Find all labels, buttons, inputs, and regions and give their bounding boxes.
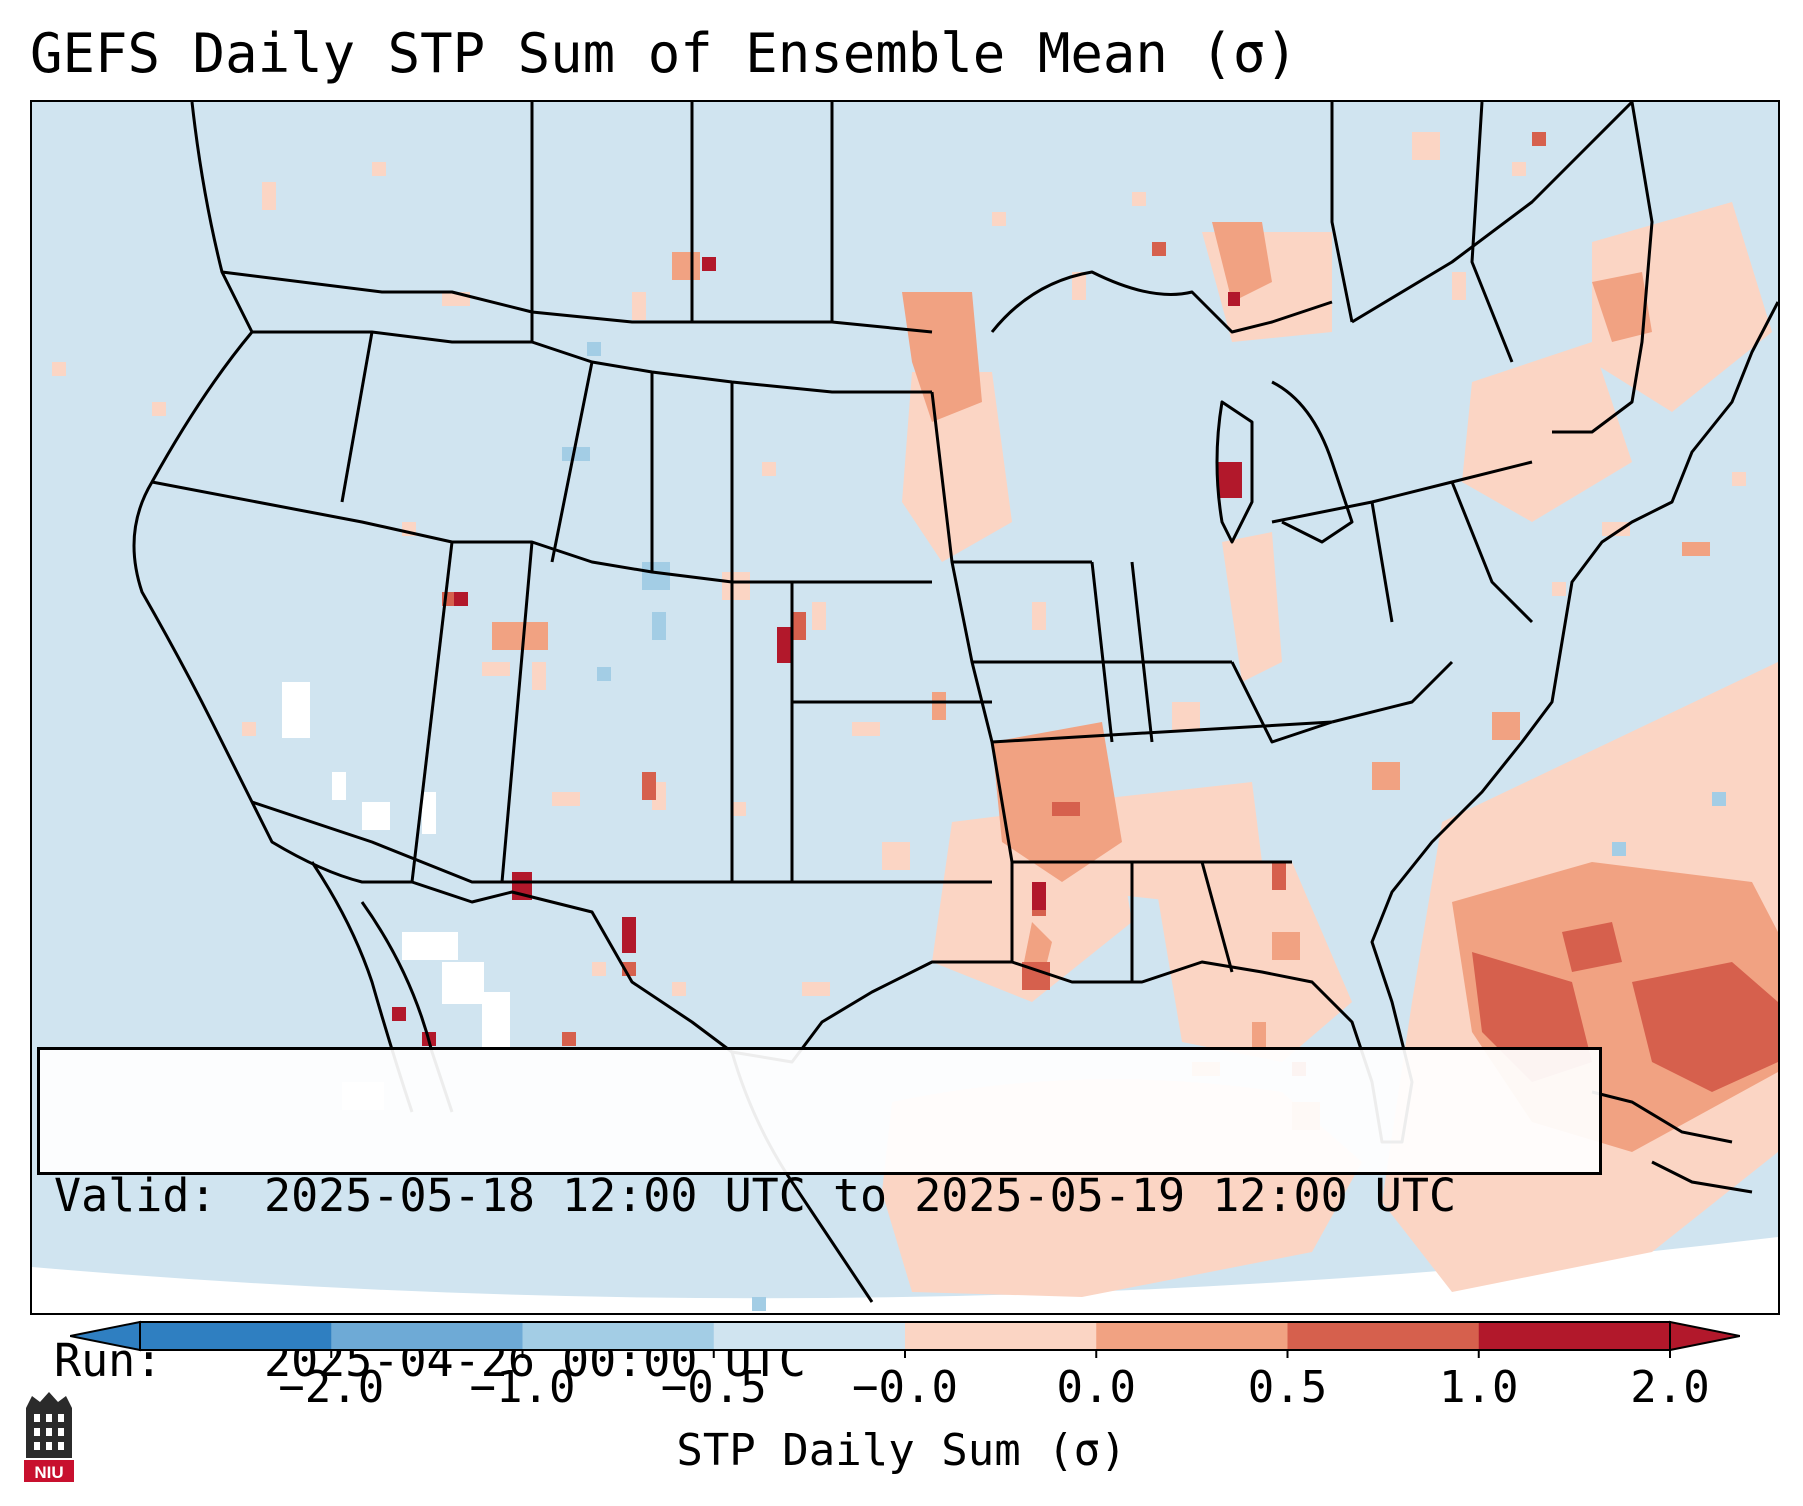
colorbar-tick-label: 2.0 (1630, 1362, 1710, 1413)
colorbar-segment (331, 1322, 523, 1350)
positive-regions-strong (442, 132, 1778, 1092)
map-title: GEFS Daily STP Sum of Ensemble Mean (σ) (30, 22, 1298, 85)
colorbar-segment (713, 1322, 906, 1350)
colorbar-tick-label: 0.0 (1056, 1362, 1136, 1413)
colorbar-segment (1096, 1322, 1288, 1350)
colorbar-tick-label: −1.0 (469, 1362, 576, 1413)
niu-logo: NIU (24, 1392, 74, 1482)
logo-text: NIU (34, 1463, 63, 1482)
colorbar-label: STP Daily Sum (σ) (676, 1425, 1127, 1476)
colorbar-segment (522, 1322, 715, 1350)
valid-value: 2025-05-18 12:00 UTC to 2025-05-19 12:00… (264, 1169, 1457, 1222)
colorbar (70, 1320, 1740, 1358)
colorbar-extend-low (70, 1320, 141, 1352)
colorbar-tick-label: −0.5 (660, 1362, 767, 1413)
colorbar-tick-label: 1.0 (1439, 1362, 1519, 1413)
offdomain-bottom (32, 1237, 1778, 1313)
colorbar-segment (1287, 1322, 1480, 1350)
map-panel (30, 100, 1780, 1315)
state-boundaries (132, 102, 1778, 1144)
colorbar-tick-label: −2.0 (278, 1362, 385, 1413)
stp-map (32, 102, 1778, 1313)
colorbar-tick-label: 0.5 (1247, 1362, 1328, 1413)
colorbar-segment (140, 1322, 332, 1350)
valid-run-info: Valid: 2025-05-18 12:00 UTC to 2025-05-19… (37, 1047, 1602, 1387)
colorbar-segment (1478, 1322, 1671, 1350)
colorbar-tick-label: −0.0 (852, 1362, 958, 1413)
negative-cells (562, 342, 1726, 1311)
colorbar-extend-high (1669, 1320, 1740, 1352)
positive-cells-extreme (392, 257, 1242, 1046)
positive-cells-light (52, 132, 1746, 996)
colorbar-segment (905, 1322, 1097, 1350)
valid-label: Valid: (54, 1169, 217, 1222)
